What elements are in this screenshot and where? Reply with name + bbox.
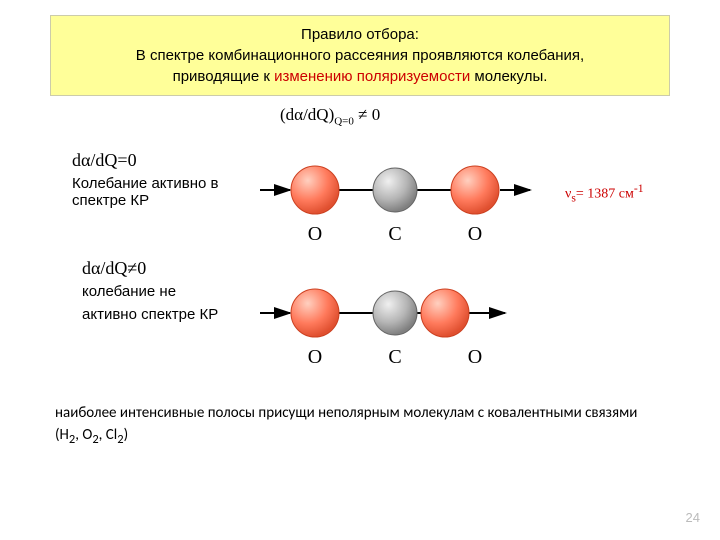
condition-2-text1: колебание не (82, 283, 252, 300)
freq-val: = 1387 см (576, 187, 634, 202)
svg-text:O: O (308, 346, 322, 368)
molecule-diagram-1: O C O (255, 155, 535, 245)
main-formula: (dα/dQ)Q=0 ≠ 0 (280, 105, 380, 127)
molecule-diagram-2: O C O (255, 278, 535, 368)
condition-1-text: Колебание активно в спектре КР (72, 175, 242, 209)
formula-tail: ≠ 0 (354, 105, 380, 124)
svg-text:C: C (388, 346, 401, 368)
rule-line3-a: приводящие к (173, 68, 275, 85)
condition-1: dα/dQ=0 Колебание активно в спектре КР (72, 150, 242, 209)
svg-text:O: O (468, 223, 482, 245)
bottom-note: наиболее интенсивные полосы присущи непо… (55, 403, 655, 449)
bottom-c: , Cl (99, 426, 118, 444)
frequency-label: νs= 1387 см-1 (565, 182, 644, 204)
condition-2-eq: dα/dQ≠0 (82, 258, 252, 279)
formula-base: (dα/dQ) (280, 105, 334, 124)
svg-text:C: C (388, 223, 401, 245)
bottom-d: ) (124, 426, 129, 444)
condition-2: dα/dQ≠0 колебание не активно спектре КР (82, 258, 252, 323)
formula-sub: Q=0 (334, 115, 354, 127)
page-number: 24 (686, 510, 700, 525)
rule-line3-b: молекулы. (470, 68, 547, 85)
condition-1-eq: dα/dQ=0 (72, 150, 242, 171)
rule-line3: приводящие к изменению поляризуемости мо… (63, 66, 657, 87)
molecule-svg-1: O C O (255, 155, 535, 250)
freq-sup: -1 (634, 182, 644, 195)
molecule-svg-2: O C O (255, 278, 535, 373)
rule-line3-red: изменению поляризуемости (274, 68, 470, 85)
svg-text:O: O (308, 223, 322, 245)
selection-rule-box: Правило отбора: В спектре комбинационног… (50, 15, 670, 96)
bottom-a: наиболее интенсивные полосы присущи непо… (55, 404, 637, 444)
svg-text:O: O (468, 346, 482, 368)
rule-title: Правило отбора: (63, 24, 657, 45)
condition-2-text2: активно спектре КР (82, 306, 252, 323)
rule-line2: В спектре комбинационного рассеяния проя… (63, 45, 657, 66)
bottom-b: , O (75, 426, 92, 444)
